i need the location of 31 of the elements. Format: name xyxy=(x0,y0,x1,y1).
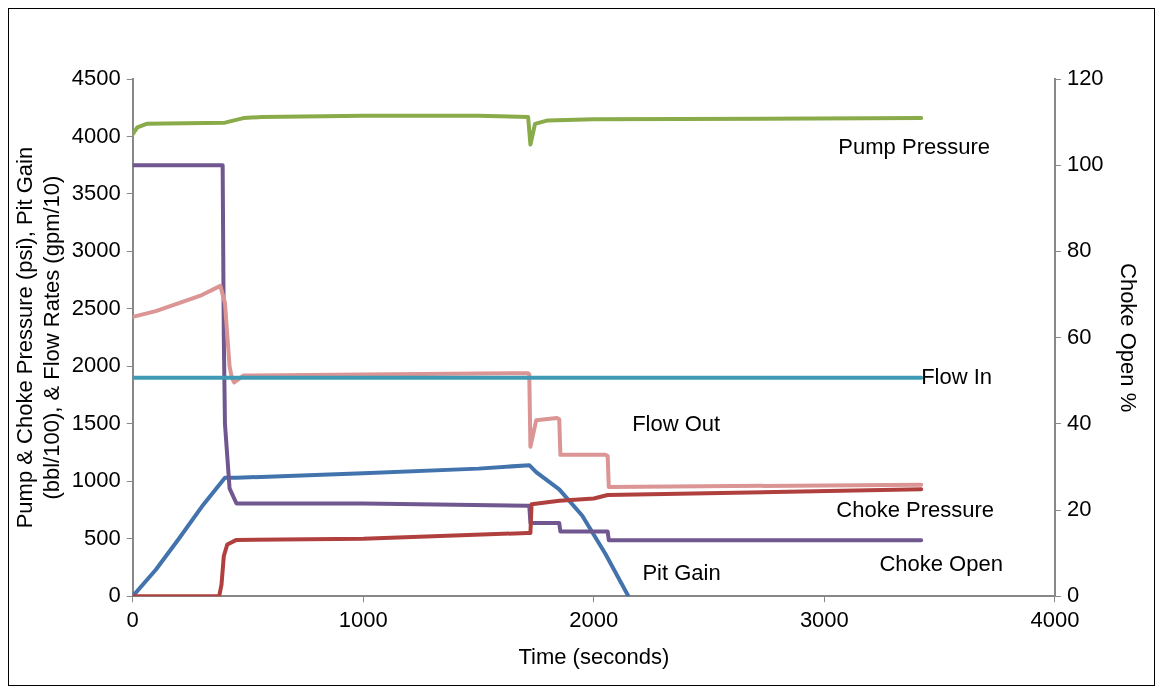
x-tick-label: 4000 xyxy=(1030,607,1080,633)
y2-tick-label: 120 xyxy=(1066,65,1104,91)
y-tick-label: 500 xyxy=(84,524,121,550)
x-axis-title: Time (seconds) xyxy=(518,643,670,669)
y-tick-label: 4500 xyxy=(71,65,121,91)
series-label: Flow Out xyxy=(632,410,721,436)
series-label: Pit Gain xyxy=(642,560,721,586)
series-label: Flow In xyxy=(921,363,993,389)
x-tick-label: 1000 xyxy=(338,607,388,633)
x-tick-label: 0 xyxy=(126,607,139,633)
y2-tick-label: 60 xyxy=(1066,323,1092,349)
y-tick-label: 3500 xyxy=(71,180,121,205)
y-tick-label: 2500 xyxy=(71,294,121,320)
x-tick-label: 3000 xyxy=(799,607,849,633)
series-label: Choke Pressure xyxy=(836,497,995,523)
y-tick-label: 0 xyxy=(108,582,121,608)
y2-tick-label: 100 xyxy=(1066,151,1104,177)
y2-axis-title: Choke Open % xyxy=(1115,263,1141,413)
x-tick-label: 2000 xyxy=(569,607,619,633)
y2-tick-label: 0 xyxy=(1066,582,1080,608)
y-tick-label: 4000 xyxy=(71,122,121,148)
y-axis-title: Pump & Choke Pressure (psi), Pit Gain (bbl/100), & Flow Rates (gpm/10) xyxy=(12,146,64,529)
series-label: Choke Open xyxy=(879,551,1003,577)
y-tick-label: 2000 xyxy=(71,352,121,378)
series-label: Pump Pressure xyxy=(838,134,990,160)
y-tick-label: 3000 xyxy=(71,237,121,263)
y2-tick-label: 20 xyxy=(1066,496,1092,522)
y-tick-label: 1000 xyxy=(71,467,121,493)
y-tick-label: 1500 xyxy=(71,409,121,435)
y2-tick-label: 40 xyxy=(1066,409,1092,435)
y2-tick-label: 80 xyxy=(1066,237,1092,263)
